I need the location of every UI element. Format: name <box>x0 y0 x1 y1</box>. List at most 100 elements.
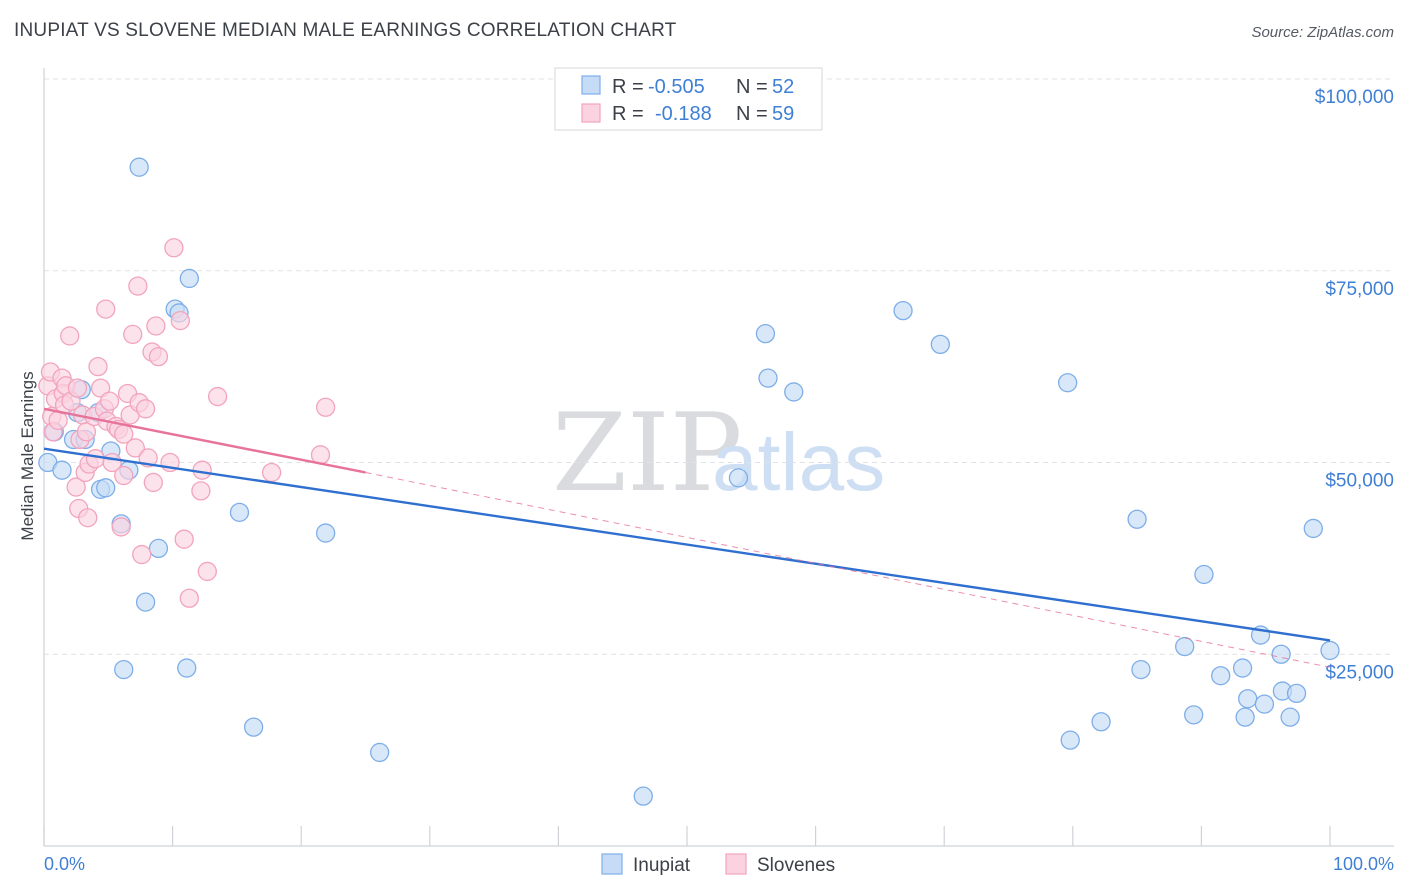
legend-r-label-slovenes: R = <box>612 103 644 125</box>
point-inupiat <box>1058 373 1078 393</box>
legend-n-label-inupiat: N = <box>736 76 768 98</box>
point-inupiat <box>1320 640 1340 661</box>
y-tick-label: $25,000 <box>1325 662 1394 683</box>
x-tick-label-max: 100.0% <box>1333 854 1394 874</box>
point-inupiat <box>1238 689 1258 709</box>
point-slovenes <box>125 438 145 458</box>
point-inupiat <box>1184 705 1204 725</box>
point-slovenes <box>179 588 199 608</box>
trendline-slovenes <box>43 407 366 474</box>
bottom-legend-swatch-inupiat <box>601 853 623 875</box>
legend-bottom: Inupiat Slovenes <box>601 853 835 876</box>
point-inupiat <box>633 786 653 806</box>
chart-title: INUPIAT VS SLOVENE MEDIAN MALE EARNINGS … <box>14 20 677 41</box>
point-inupiat <box>1131 659 1151 680</box>
point-inupiat <box>930 334 950 355</box>
point-inupiat <box>177 658 197 678</box>
point-inupiat <box>1060 730 1080 750</box>
y-tick-label: $75,000 <box>1325 279 1394 300</box>
y-axis-label: Median Male Earnings <box>18 371 37 540</box>
point-slovenes <box>66 477 86 497</box>
point-slovenes <box>111 517 131 537</box>
point-inupiat <box>1280 707 1300 727</box>
point-inupiat <box>1211 666 1231 686</box>
point-slovenes <box>261 462 282 483</box>
legend-r-label-inupiat: R = <box>612 76 644 98</box>
point-inupiat <box>1194 564 1214 585</box>
point-slovenes <box>197 561 217 582</box>
point-inupiat <box>1271 644 1291 664</box>
point-slovenes <box>135 399 156 419</box>
point-inupiat <box>1175 636 1195 657</box>
point-slovenes <box>76 422 97 442</box>
trendlines <box>43 407 1331 668</box>
legend-top: R = -0.505 N = 52 R = -0.188 N = 59 <box>554 67 823 131</box>
point-inupiat <box>1235 707 1255 727</box>
point-slovenes <box>148 347 169 367</box>
point-inupiat <box>784 382 804 402</box>
point-slovenes <box>207 386 228 407</box>
point-inupiat <box>1127 509 1147 529</box>
point-slovenes <box>99 391 120 411</box>
point-inupiat <box>1091 712 1111 732</box>
point-slovenes <box>67 378 88 398</box>
point-slovenes <box>114 465 134 486</box>
point-inupiat <box>755 323 776 344</box>
legend-n-value-inupiat: 52 <box>772 76 794 98</box>
bottom-legend-swatch-slovenes <box>725 853 747 875</box>
point-inupiat <box>229 502 250 523</box>
point-slovenes <box>143 472 163 493</box>
point-inupiat <box>758 368 778 388</box>
point-slovenes <box>164 238 184 258</box>
point-slovenes <box>88 356 108 377</box>
point-inupiat <box>369 742 390 763</box>
point-inupiat <box>1286 683 1307 704</box>
point-slovenes <box>60 326 80 346</box>
bottom-legend-label-inupiat: Inupiat <box>633 855 691 876</box>
point-slovenes <box>315 397 336 417</box>
legend-r-value-slovenes: -0.188 <box>655 103 712 125</box>
legend-swatch-slovenes <box>581 103 601 123</box>
trendline-inupiat <box>43 447 1331 642</box>
bottom-legend-label-slovenes: Slovenes <box>757 855 835 876</box>
series-slovenes-points <box>38 238 336 608</box>
point-inupiat <box>129 157 149 177</box>
point-inupiat <box>893 300 913 321</box>
point-slovenes <box>170 310 190 331</box>
x-ticks <box>43 826 1331 846</box>
legend-swatch-inupiat <box>581 75 601 95</box>
point-slovenes <box>78 508 98 528</box>
trendline-extension-slovenes <box>365 471 1331 668</box>
point-inupiat <box>179 268 199 289</box>
y-tick-label: $50,000 <box>1325 471 1394 492</box>
point-slovenes <box>128 276 148 296</box>
point-inupiat <box>1303 518 1323 539</box>
point-slovenes <box>90 378 111 398</box>
point-inupiat <box>114 659 134 680</box>
watermark-zip: ZIP <box>552 391 742 516</box>
point-slovenes <box>123 324 143 345</box>
point-inupiat <box>52 460 72 480</box>
point-slovenes <box>191 481 211 501</box>
y-tick-label: $100,000 <box>1315 87 1394 108</box>
legend-r-value-inupiat: -0.505 <box>648 76 705 98</box>
x-tick-label-min: 0.0% <box>44 854 85 874</box>
gridlines <box>44 78 1394 655</box>
point-inupiat <box>96 478 116 498</box>
legend-n-label-slovenes: N = <box>736 103 768 125</box>
chart-source: Source: ZipAtlas.com <box>1251 24 1394 41</box>
point-inupiat <box>135 592 156 612</box>
point-slovenes <box>96 299 116 319</box>
point-slovenes <box>132 544 152 565</box>
point-inupiat <box>1232 658 1253 678</box>
point-slovenes <box>85 449 106 469</box>
point-slovenes <box>174 529 194 549</box>
point-inupiat <box>1254 694 1275 714</box>
point-slovenes <box>146 316 166 336</box>
point-inupiat <box>243 717 264 737</box>
point-inupiat <box>315 523 336 543</box>
point-inupiat <box>728 468 749 488</box>
point-inupiat <box>148 538 169 559</box>
y-tick-labels: $25,000 $50,000 $75,000 $100,000 <box>1315 87 1394 683</box>
